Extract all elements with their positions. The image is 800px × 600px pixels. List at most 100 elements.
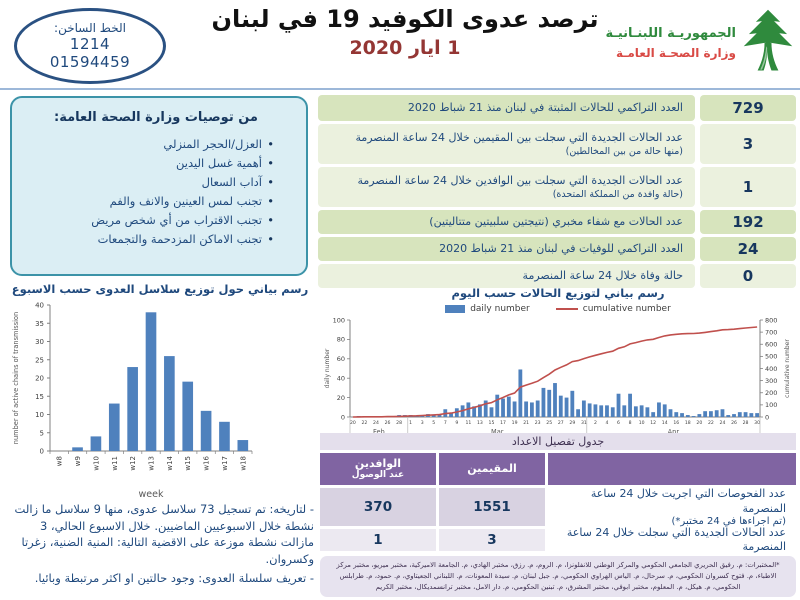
daily-chart-title: رسم بياني لتوزيع الحالات حسب اليوم [451, 286, 665, 300]
chart-bar [651, 411, 656, 417]
svg-text:29: 29 [569, 420, 575, 426]
stat-value: 1 [700, 167, 796, 207]
chart-bar [483, 400, 488, 417]
chart-bar [529, 402, 534, 417]
svg-text:100: 100 [765, 401, 777, 409]
chart-bar [182, 381, 194, 451]
chart-bar [512, 401, 517, 417]
chart-bar [535, 400, 540, 417]
chart-bar [645, 407, 650, 417]
svg-text:w14: w14 [166, 455, 174, 470]
detail-table-header-residents: المقيمين [439, 453, 545, 485]
svg-text:60: 60 [337, 355, 345, 363]
stat-label-cell: حالة وفاة خلال 24 ساعة المنصرمة [318, 264, 695, 288]
svg-text:500: 500 [765, 352, 777, 360]
table-cell-tests-arrivals: 370 [320, 488, 436, 526]
svg-text:21: 21 [523, 420, 529, 426]
detail-table-title: جدول تفصيل الاعداد [320, 433, 796, 450]
svg-text:11: 11 [465, 420, 471, 426]
svg-text:15: 15 [489, 420, 495, 426]
detail-table-header-desc [548, 453, 796, 485]
svg-text:700: 700 [765, 328, 777, 336]
svg-text:5: 5 [432, 420, 435, 426]
chart-bar [72, 447, 83, 451]
recommendation-item: آداب السعال [24, 173, 274, 192]
chart-bar [628, 393, 632, 417]
stat-value: 729 [700, 95, 796, 121]
note-definition: - تعريف سلسلة العدوى: وجود حالتين او اكث… [34, 570, 314, 585]
weekly-chart-canvas: 0 5 10 15 20 25 30 35 40 w8 w9 w10 w11 w12 w13 w14 w15 w1… [8, 297, 312, 505]
report-date: 1 ايار 2020 [349, 37, 461, 60]
page-title: ترصد عدوى الكوفيد 19 في لبنان [211, 5, 599, 33]
chart-bar [570, 390, 575, 417]
stat-row-cumulative-deaths: 24 العدد التراكمي للوفيات في لبنان منذ 2… [318, 237, 796, 261]
svg-text:200: 200 [765, 389, 777, 397]
svg-text:400: 400 [765, 365, 777, 373]
svg-text:18: 18 [685, 420, 691, 426]
chart-bar [437, 413, 442, 417]
table-cell-tests-residents: 1551 [439, 488, 545, 526]
svg-text:23: 23 [535, 420, 541, 426]
svg-text:300: 300 [765, 377, 777, 385]
svg-text:24: 24 [373, 420, 379, 426]
daily-chart-legend: daily number cumulative number [320, 304, 796, 314]
chart-bar [674, 411, 679, 417]
cedar-tree-icon [742, 8, 794, 78]
col-residents-label: المقيمين [467, 461, 517, 475]
chart-bar [524, 401, 529, 417]
svg-text:8: 8 [629, 420, 632, 426]
stat-note: (منها حالة من بين المخالطين) [565, 145, 683, 157]
svg-text:0: 0 [765, 413, 769, 421]
svg-text:19: 19 [512, 420, 518, 426]
chart-bar [200, 410, 212, 451]
svg-text:w10: w10 [92, 456, 100, 471]
chart-bar [633, 406, 638, 417]
chart-bar [164, 355, 175, 451]
chart-bar [541, 387, 546, 417]
stat-row-recovered: 192 عدد الحالات مع شفاء مخبري (نتيجتين س… [318, 210, 796, 234]
svg-text:600: 600 [765, 340, 777, 348]
chart-bar [145, 312, 157, 451]
chart-bar [662, 404, 667, 417]
recommendations-panel: من توصيات وزارة الصحة العامة: العزل/الحج… [10, 96, 308, 276]
recommendations-title: من توصيات وزارة الصحة العامة: [54, 110, 258, 125]
chart-bar [726, 414, 731, 417]
svg-text:w11: w11 [111, 456, 119, 471]
svg-text:Feb: Feb [373, 428, 385, 436]
svg-text:1: 1 [409, 420, 412, 426]
chart-bar [518, 369, 523, 417]
chart-bar [237, 439, 249, 451]
col-arrivals-label: الوافدين [354, 456, 402, 470]
chart-bar [449, 412, 453, 417]
chart-bar [668, 409, 673, 417]
weekly-chart-title: رسم بياني حول توزيع سلاسل العدوى حسب الا… [11, 282, 309, 296]
svg-text:24: 24 [720, 420, 726, 426]
svg-text:15: 15 [35, 393, 44, 401]
chart-bar [547, 389, 552, 417]
chart-bar [720, 409, 725, 417]
weekly-chains-chart: رسم بياني حول توزيع سلاسل العدوى حسب الا… [8, 282, 312, 505]
svg-text:27: 27 [558, 420, 564, 426]
svg-text:week: week [139, 489, 164, 500]
chart-bar [90, 436, 102, 451]
svg-text:w13: w13 [148, 456, 156, 471]
hotline-label: الخط الساخن: [54, 21, 126, 35]
stat-value: 24 [700, 237, 796, 261]
svg-text:30: 30 [754, 420, 760, 426]
stat-row-new-arrival-cases: 1 عدد الحالات الجديدة التي سجلت بين الوا… [318, 167, 796, 207]
row-label: عدد الحالات الجديدة التي سجلت خلال 24 سا… [566, 525, 786, 553]
stat-label: حالة وفاة خلال 24 ساعة المنصرمة [522, 268, 683, 282]
chart-bar [219, 421, 230, 451]
svg-text:5: 5 [40, 429, 44, 437]
svg-text:w17: w17 [221, 456, 229, 471]
svg-text:w18: w18 [239, 456, 247, 471]
recommendation-item: تجنب الاقتراب من أي شخص مريض [24, 211, 274, 230]
recommendation-item: العزل/الحجر المنزلي [24, 135, 274, 154]
chart-bar [431, 414, 436, 417]
svg-text:10: 10 [639, 420, 645, 426]
stat-value: 0 [700, 264, 796, 288]
svg-text:16: 16 [673, 420, 679, 426]
recommendation-item: تجنب الاماكن المزدحمة والتجمعات [24, 230, 274, 249]
stat-label-cell: عدد الحالات الجديدة التي سجلت بين الوافد… [318, 167, 695, 207]
note-chains: - لتاريخه: تم تسجيل 73 سلاسل عدوى، منها … [14, 502, 314, 567]
